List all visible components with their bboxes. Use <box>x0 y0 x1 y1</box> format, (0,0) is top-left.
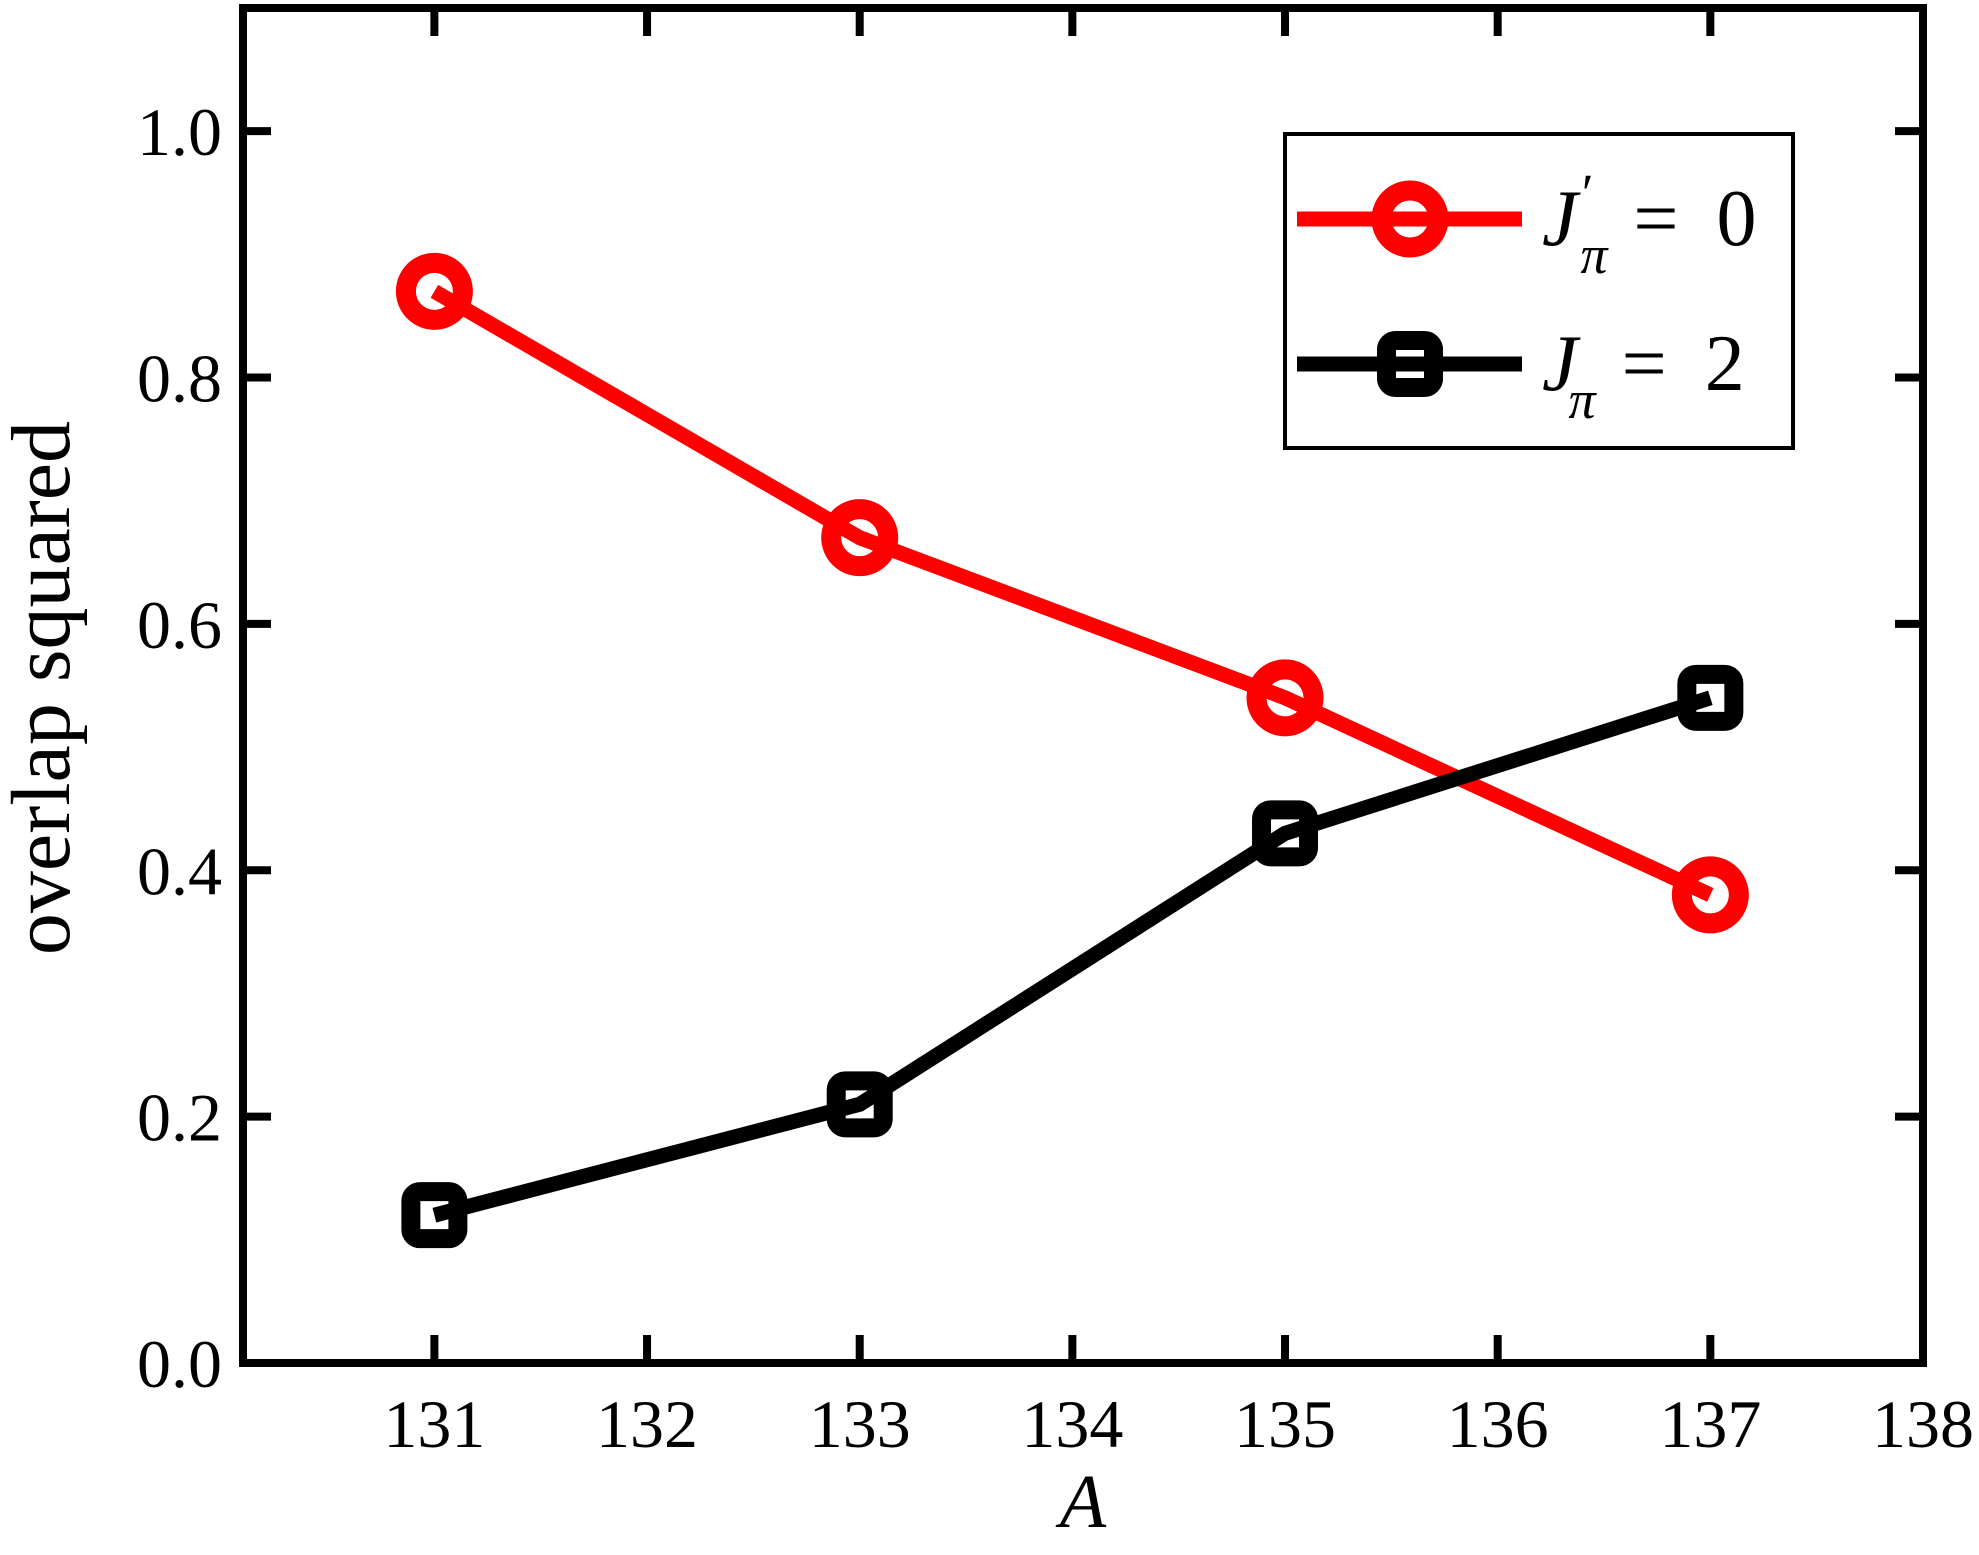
legend-circle-glyph <box>1371 180 1449 257</box>
x-tick-label: 135 <box>1234 1386 1336 1462</box>
x-tick-label: 136 <box>1447 1386 1549 1462</box>
x-axis-label: A <box>1059 1460 1107 1544</box>
data-point-circle-0-3 <box>1671 856 1749 934</box>
legend-prime: ′ <box>1578 162 1591 223</box>
legend-subscript: π <box>1568 369 1596 430</box>
x-tick-label: 133 <box>809 1386 911 1462</box>
x-tick-label: 132 <box>596 1386 698 1462</box>
legend-subscript: π <box>1580 224 1608 285</box>
legend-item-series-0: J′π = 0 <box>1287 146 1791 291</box>
y-tick-label: 0.0 <box>137 1326 222 1402</box>
legend-square-glyph <box>1377 330 1443 397</box>
y-tick-label: 1.0 <box>137 94 222 170</box>
legend-label-series-1: Jπ = 2 <box>1542 324 1745 427</box>
y-tick-label: 0.8 <box>137 341 222 417</box>
y-tick-label: 0.2 <box>137 1080 222 1156</box>
legend-value: = 0 <box>1633 174 1757 263</box>
data-point-square-1-0 <box>401 1182 468 1249</box>
data-point-circle-0-2 <box>1246 659 1324 737</box>
y-axis-label: overlap squared <box>0 420 88 956</box>
x-tick-label: 131 <box>383 1386 485 1462</box>
legend-square-marker-icon <box>1297 330 1522 397</box>
data-point-square-1-1 <box>826 1071 893 1138</box>
series-line-0 <box>430 284 1714 902</box>
legend: J′π = 0 Jπ = 2 <box>1283 132 1795 450</box>
legend-symbol: J <box>1542 174 1578 263</box>
x-tick-label: 137 <box>1659 1386 1761 1462</box>
data-point-circle-0-1 <box>821 499 899 577</box>
legend-label-series-0: J′π = 0 <box>1542 166 1757 282</box>
series-line-1 <box>432 690 1713 1223</box>
plot-frame <box>239 4 1927 1367</box>
legend-circle-marker-icon <box>1297 180 1522 257</box>
y-tick-label: 0.6 <box>137 587 222 663</box>
legend-item-series-1: Jπ = 2 <box>1287 291 1791 436</box>
data-point-circle-0-0 <box>395 252 473 330</box>
legend-value: = 2 <box>1621 319 1745 408</box>
data-point-square-1-2 <box>1252 800 1319 867</box>
data-point-square-1-3 <box>1677 664 1744 731</box>
x-tick-label: 138 <box>1872 1386 1974 1462</box>
x-tick-label: 134 <box>1021 1386 1123 1462</box>
y-tick-label: 0.4 <box>137 833 222 909</box>
legend-symbol: J <box>1542 319 1578 408</box>
